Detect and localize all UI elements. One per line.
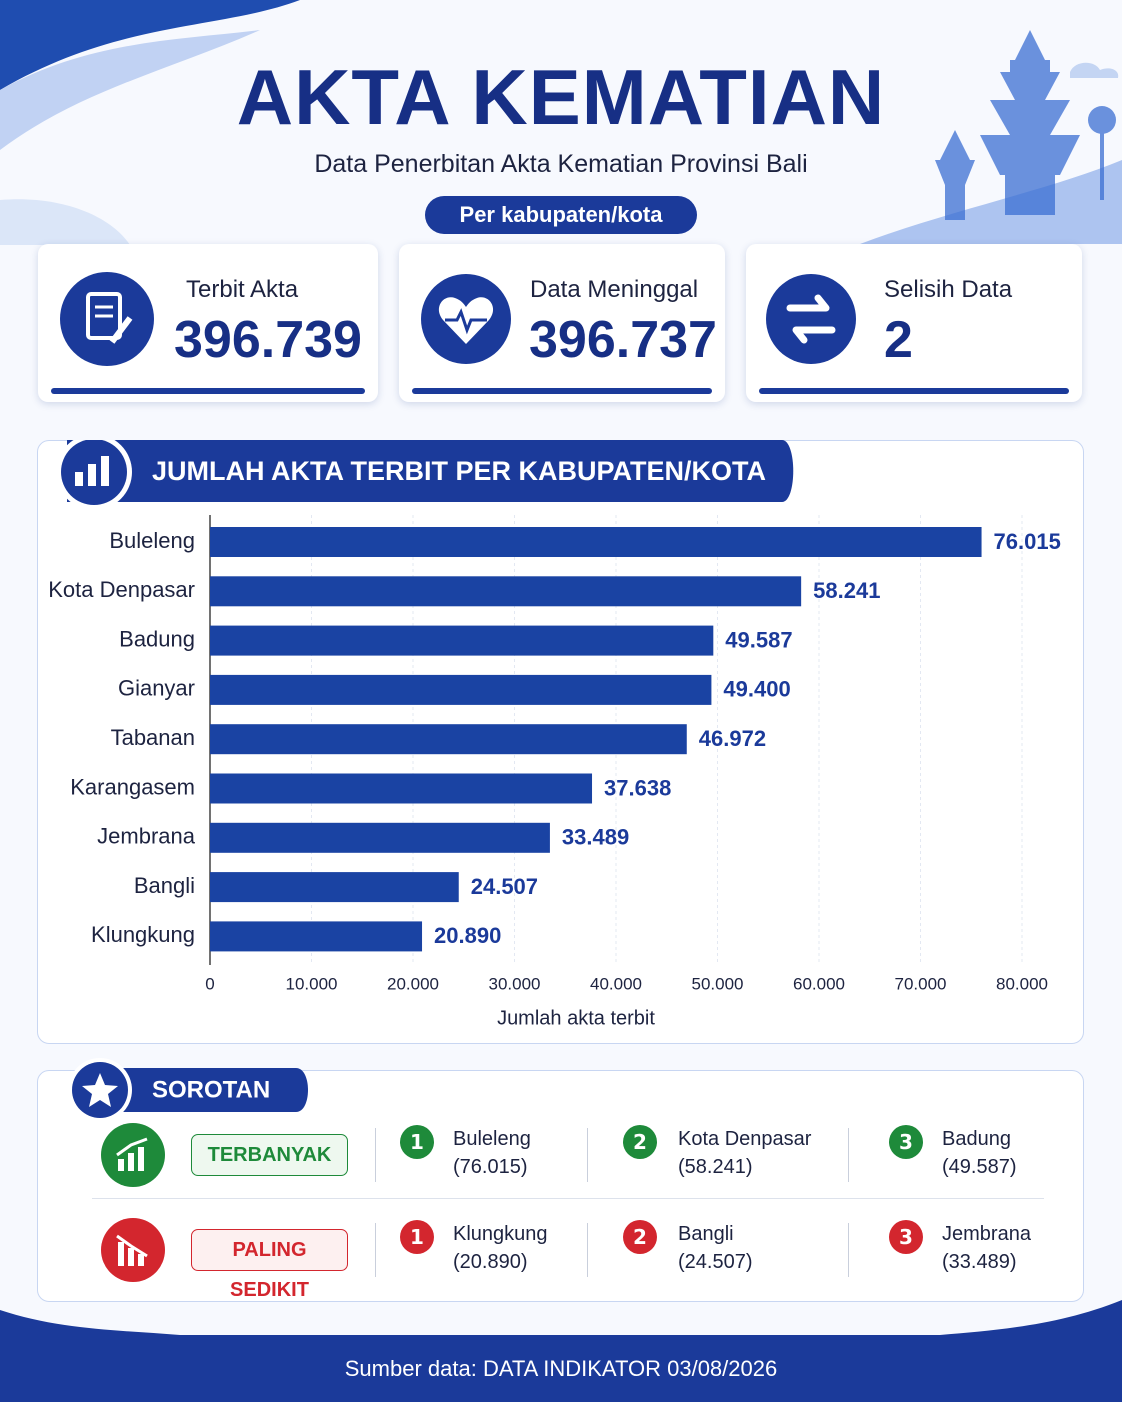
y-tick-label: Jembrana	[97, 824, 196, 849]
bar	[210, 822, 550, 853]
heart-icon	[421, 274, 511, 364]
rank: 2	[623, 1220, 657, 1254]
divider	[375, 1128, 376, 1182]
document-icon	[60, 272, 154, 366]
value-label: 49.587	[725, 627, 792, 652]
item-name: Kota Denpasar	[678, 1128, 812, 1150]
row-label: PALING SEDIKIT	[191, 1229, 348, 1301]
value-label: 49.400	[723, 677, 790, 702]
value-label: 46.972	[699, 726, 766, 751]
divider	[587, 1128, 588, 1182]
stat-label: Selisih Data	[884, 276, 1013, 303]
down-icon	[116, 1234, 148, 1266]
stat-value: 396.739	[174, 311, 362, 369]
x-axis-title: Jumlah akta terbit	[497, 1007, 655, 1029]
y-tick-label: Badung	[119, 626, 195, 651]
item-value: (33.489)	[942, 1251, 1017, 1273]
value-label: 58.241	[813, 578, 880, 603]
y-tick-label: Bangli	[134, 873, 195, 898]
bar	[210, 921, 423, 952]
bar	[210, 872, 459, 903]
bar	[210, 773, 593, 804]
stat-card: Selisih Data 2	[746, 244, 1082, 402]
y-tick-label: Buleleng	[109, 528, 195, 553]
x-tick-label: 80.000	[996, 974, 1048, 993]
x-tick-label: 20.000	[387, 974, 439, 993]
bar	[210, 724, 687, 755]
chart-title: JUMLAH AKTA TERBIT PER KABUPATEN/KOTA	[152, 456, 766, 486]
up-icon	[116, 1137, 148, 1171]
stat-value: 2	[884, 311, 913, 369]
bar	[210, 625, 714, 656]
y-tick-label: Karangasem	[70, 774, 195, 799]
bar	[210, 674, 712, 705]
footer: Sumber data: DATA INDIKATOR 03/08/2026	[344, 1356, 778, 1381]
rank: 1	[400, 1220, 434, 1254]
row-separator	[92, 1198, 1044, 1199]
card-underline	[51, 388, 365, 394]
rank: 3	[889, 1125, 923, 1159]
y-tick-label: Klungkung	[91, 922, 195, 947]
badge: Per kabupaten/kota	[425, 196, 697, 234]
highlights-header: SOROTAN	[68, 1058, 308, 1122]
rank: 3	[889, 1220, 923, 1254]
divider	[587, 1223, 588, 1277]
stat-label: Data Meninggal	[530, 276, 699, 303]
chart: JUMLAH AKTA TERBIT PER KABUPATEN/KOTA 0 1…	[48, 440, 1061, 1029]
title: AKTA KEMATIAN	[236, 53, 886, 141]
item-value: (20.890)	[453, 1251, 528, 1273]
stat-card: Terbit Akta 396.739	[38, 244, 378, 402]
highlights-title: SOROTAN	[152, 1076, 270, 1103]
x-tick-label: 60.000	[793, 974, 845, 993]
value-label: 20.890	[434, 923, 501, 948]
item-name: Klungkung	[453, 1223, 548, 1245]
item-name: Jembrana	[942, 1223, 1031, 1245]
x-tick-label: 10.000	[286, 974, 338, 993]
card-underline	[759, 388, 1069, 394]
item-name: Badung	[942, 1128, 1011, 1150]
divider	[848, 1128, 849, 1182]
bar	[210, 576, 802, 607]
divider	[375, 1223, 376, 1277]
value-label: 37.638	[604, 775, 671, 800]
stat-label: Terbit Akta	[186, 276, 299, 303]
stat-value: 396.737	[529, 311, 717, 369]
row-icon	[101, 1123, 165, 1187]
x-tick-label: 70.000	[895, 974, 947, 993]
swap-icon	[766, 274, 856, 364]
x-tick-label: 50.000	[692, 974, 744, 993]
y-tick-label: Kota Denpasar	[48, 577, 195, 602]
item-name: Buleleng	[453, 1128, 531, 1150]
x-tick-label: 30.000	[489, 974, 541, 993]
rank: 1	[400, 1125, 434, 1159]
item-value: (49.587)	[942, 1156, 1017, 1178]
row-label: TERBANYAK	[191, 1134, 348, 1176]
bar	[210, 527, 982, 557]
subtitle: Data Penerbitan Akta Kematian Provinsi B…	[314, 150, 808, 178]
value-label: 33.489	[562, 825, 629, 850]
row-icon	[101, 1218, 165, 1282]
y-tick-label: Tabanan	[111, 725, 195, 750]
item-value: (58.241)	[678, 1156, 753, 1178]
value-label: 24.507	[471, 874, 538, 899]
value-label: 76.015	[994, 529, 1061, 554]
item-value: (24.507)	[678, 1251, 753, 1273]
y-tick-label: Gianyar	[118, 676, 195, 701]
x-tick-label: 40.000	[590, 974, 642, 993]
item-name: Bangli	[678, 1223, 734, 1245]
card-underline	[412, 388, 712, 394]
divider	[848, 1223, 849, 1277]
x-tick-label: 0	[205, 974, 214, 993]
item-value: (76.015)	[453, 1156, 528, 1178]
rank: 2	[623, 1125, 657, 1159]
stat-card: Data Meninggal 396.737	[399, 244, 725, 402]
